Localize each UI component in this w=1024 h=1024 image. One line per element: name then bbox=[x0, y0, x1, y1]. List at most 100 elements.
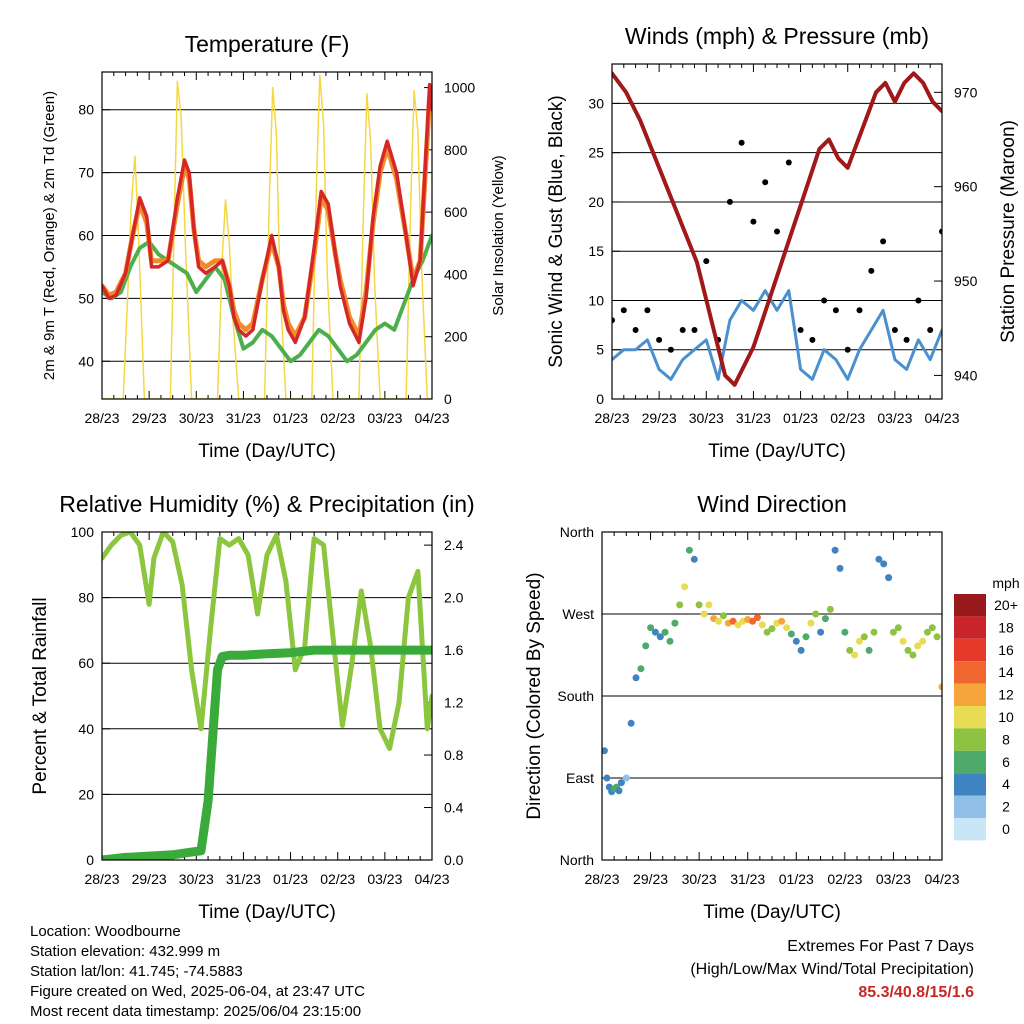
gust-point bbox=[868, 267, 875, 274]
gust-point bbox=[785, 159, 792, 166]
gust-point bbox=[832, 307, 839, 314]
direction-point bbox=[807, 619, 815, 627]
plot-area bbox=[102, 74, 432, 399]
gust-point bbox=[703, 258, 710, 265]
gust-point bbox=[738, 139, 745, 146]
y-tick-label: 0 bbox=[86, 852, 94, 868]
extremes-info: Extremes For Past 7 Days (High/Low/Max W… bbox=[690, 935, 974, 1004]
y2-tick-label: 600 bbox=[444, 204, 468, 220]
direction-point bbox=[700, 610, 708, 618]
gust-point bbox=[667, 346, 674, 353]
colorbar-swatch bbox=[954, 728, 986, 751]
gust-point bbox=[821, 297, 828, 304]
y-tick-label: 80 bbox=[78, 102, 94, 118]
gust-point bbox=[612, 317, 615, 324]
x-tick-label: 03/23 bbox=[367, 410, 402, 426]
direction-point bbox=[904, 646, 912, 654]
x-tick-label: 04/23 bbox=[414, 871, 449, 887]
direction-point bbox=[661, 628, 669, 636]
colorbar-label: 8 bbox=[1002, 731, 1010, 747]
y-tick-label: 70 bbox=[78, 165, 94, 181]
direction-point bbox=[734, 621, 742, 629]
direction-point bbox=[627, 719, 635, 727]
y2-tick-label: 970 bbox=[954, 84, 978, 100]
colorbar-swatch bbox=[954, 683, 986, 706]
latlon-text: Station lat/lon: 41.745; -74.5883 bbox=[30, 963, 243, 980]
y-tick-label: 40 bbox=[78, 721, 94, 737]
direction-point bbox=[831, 546, 839, 554]
y2-tick-label: 0.4 bbox=[444, 800, 464, 816]
direction-point bbox=[797, 646, 805, 654]
temp-2m-line bbox=[102, 82, 432, 345]
gust-point bbox=[903, 336, 910, 343]
y2-axis-label: Station Pressure (Maroon) bbox=[998, 120, 1019, 343]
direction-point bbox=[817, 628, 825, 636]
y2-tick-label: 400 bbox=[444, 266, 468, 282]
y2-tick-label: 950 bbox=[954, 273, 978, 289]
y-tick-label: 80 bbox=[78, 590, 94, 606]
direction-point bbox=[923, 628, 931, 636]
direction-point bbox=[938, 683, 942, 691]
y2-tick-label: 2.4 bbox=[444, 537, 464, 553]
x-tick-label: 31/23 bbox=[226, 871, 261, 887]
direction-point bbox=[602, 747, 608, 755]
direction-point bbox=[875, 555, 883, 563]
extremes-value: 85.3/40.8/15/1.6 bbox=[858, 984, 974, 1001]
elevation-text: Station elevation: 432.999 m bbox=[30, 943, 221, 960]
x-tick-label: 02/23 bbox=[320, 410, 355, 426]
y-tick-label: 60 bbox=[78, 655, 94, 671]
gust-point bbox=[774, 228, 780, 235]
gust-point bbox=[797, 327, 804, 333]
direction-point bbox=[778, 617, 786, 625]
x-tick-label: 31/23 bbox=[730, 871, 765, 887]
gust-point bbox=[750, 218, 757, 225]
colorbar-swatch bbox=[954, 818, 986, 841]
x-tick-label: 29/23 bbox=[132, 410, 167, 426]
y2-tick-label: 0.8 bbox=[444, 747, 464, 763]
x-tick-label: 04/23 bbox=[414, 410, 449, 426]
direction-point bbox=[889, 628, 897, 636]
direction-point bbox=[792, 637, 800, 645]
direction-point bbox=[685, 546, 693, 554]
chart-title: Wind Direction bbox=[697, 491, 847, 517]
gust-point bbox=[891, 327, 898, 333]
direction-point bbox=[758, 621, 766, 629]
colorbar-label: 10 bbox=[998, 709, 1014, 725]
direction-point bbox=[933, 633, 941, 641]
direction-point bbox=[647, 624, 655, 632]
x-tick-label: 28/23 bbox=[84, 410, 119, 426]
x-tick-label: 28/23 bbox=[594, 410, 629, 426]
direction-point bbox=[642, 642, 650, 650]
chart-title: Winds (mph) & Pressure (mb) bbox=[625, 23, 929, 49]
y-tick-label: 50 bbox=[78, 290, 94, 306]
y2-tick-label: 800 bbox=[444, 142, 468, 158]
direction-point bbox=[865, 646, 873, 654]
plot-frame bbox=[601, 531, 943, 861]
gust-point bbox=[679, 327, 686, 333]
gust-point bbox=[880, 238, 887, 245]
direction-point bbox=[749, 617, 757, 625]
y2-tick-label: 960 bbox=[954, 179, 978, 195]
direction-point bbox=[729, 617, 737, 625]
colorbar-swatch bbox=[954, 750, 986, 774]
direction-point bbox=[715, 617, 723, 625]
colorbar-swatch bbox=[954, 616, 986, 639]
y-tick-label: 15 bbox=[588, 243, 604, 259]
colorbar-swatch bbox=[954, 773, 986, 796]
colorbar-title: mph bbox=[992, 575, 1019, 591]
direction-point bbox=[676, 601, 684, 609]
colorbar-label: 6 bbox=[1002, 754, 1010, 770]
precipitation-line bbox=[102, 645, 432, 860]
gust-point bbox=[915, 297, 922, 304]
direction-point bbox=[802, 633, 810, 641]
gust-point bbox=[809, 336, 816, 343]
y-tick-label: 30 bbox=[588, 95, 604, 111]
direction-point bbox=[787, 630, 795, 638]
x-tick-label: 01/23 bbox=[273, 410, 308, 426]
y2-tick-label: 1.2 bbox=[444, 695, 464, 711]
gust-point bbox=[656, 336, 663, 343]
y-tick-label: 0 bbox=[596, 391, 604, 407]
direction-point bbox=[690, 555, 698, 563]
direction-point bbox=[695, 601, 703, 609]
